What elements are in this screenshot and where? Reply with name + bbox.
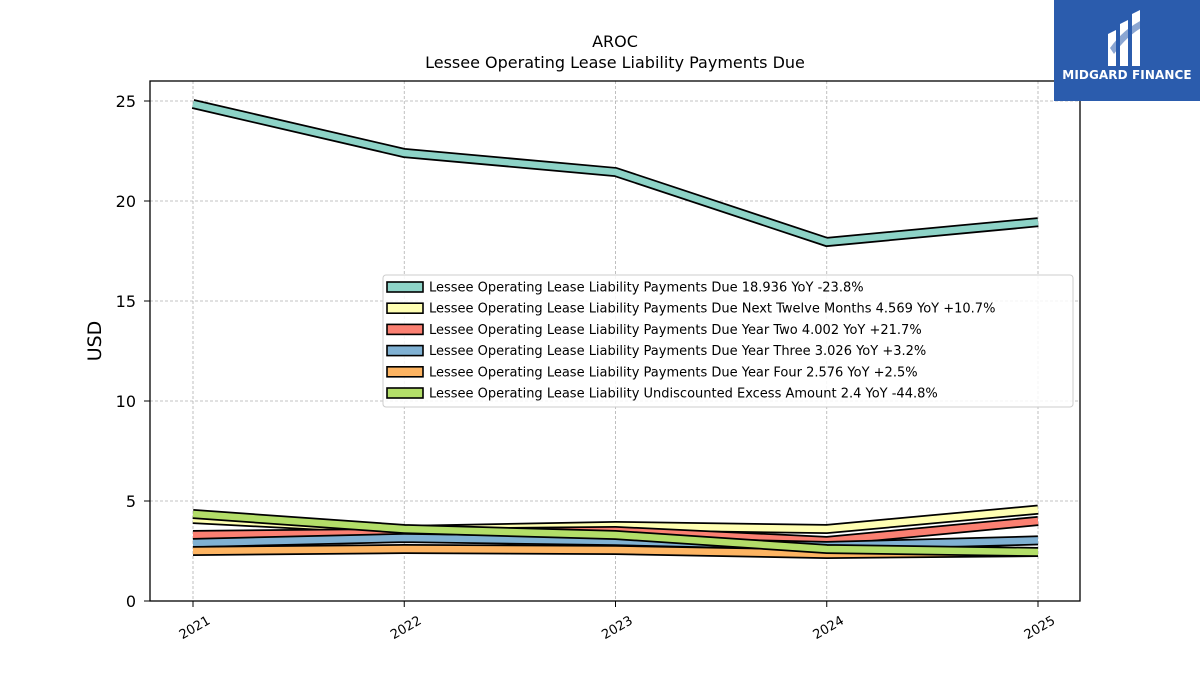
- y-tick-label: 20: [116, 192, 136, 211]
- midgard-finance-logo: MIDGARD FINANCE: [1054, 0, 1200, 101]
- legend-label: Lessee Operating Lease Liability Payment…: [429, 302, 995, 317]
- legend-label: Lessee Operating Lease Liability Payment…: [429, 281, 864, 296]
- legend-swatch: [386, 302, 424, 315]
- y-tick-label: 25: [116, 92, 136, 111]
- y-axis-label: USD: [84, 321, 106, 362]
- legend: Lessee Operating Lease Liability Payment…: [382, 274, 1074, 408]
- y-tick-label: 0: [126, 592, 136, 611]
- legend-label: Lessee Operating Lease Liability Payment…: [429, 344, 926, 359]
- series-line: [192, 534, 1039, 550]
- series-line: [192, 510, 1039, 556]
- legend-swatch: [386, 344, 424, 357]
- y-tick-label: 15: [116, 292, 136, 311]
- legend-label: Lessee Operating Lease Liability Undisco…: [429, 387, 938, 402]
- x-tick-label: 2025: [1022, 613, 1058, 643]
- legend-swatch: [386, 387, 424, 399]
- x-tick-label: 2021: [177, 613, 213, 643]
- y-tick-label: 10: [116, 392, 136, 411]
- logo-mark-icon: [1108, 10, 1148, 66]
- chart-subtitle: Lessee Operating Lease Liability Payment…: [425, 53, 805, 72]
- chart-title: AROC: [592, 32, 638, 51]
- x-tick-label: 2022: [388, 613, 424, 643]
- legend-box: [382, 274, 1074, 408]
- series-line: [192, 100, 1039, 246]
- y-axis: 0 5 10 15 20 25: [116, 92, 150, 611]
- x-axis: 2021 2022 2023 2024 2025: [177, 601, 1058, 643]
- legend-label: Lessee Operating Lease Liability Payment…: [429, 323, 922, 338]
- y-tick-label: 5: [126, 492, 136, 511]
- legend-label: Lessee Operating Lease Liability Payment…: [429, 365, 918, 380]
- legend-swatch: [386, 323, 424, 336]
- x-tick-label: 2024: [811, 613, 847, 643]
- legend-swatch: [386, 365, 424, 378]
- legend-swatch: [386, 281, 424, 293]
- x-tick-label: 2023: [599, 613, 635, 643]
- series-lines: [191, 99, 1039, 560]
- logo-text: MIDGARD FINANCE: [1062, 68, 1192, 82]
